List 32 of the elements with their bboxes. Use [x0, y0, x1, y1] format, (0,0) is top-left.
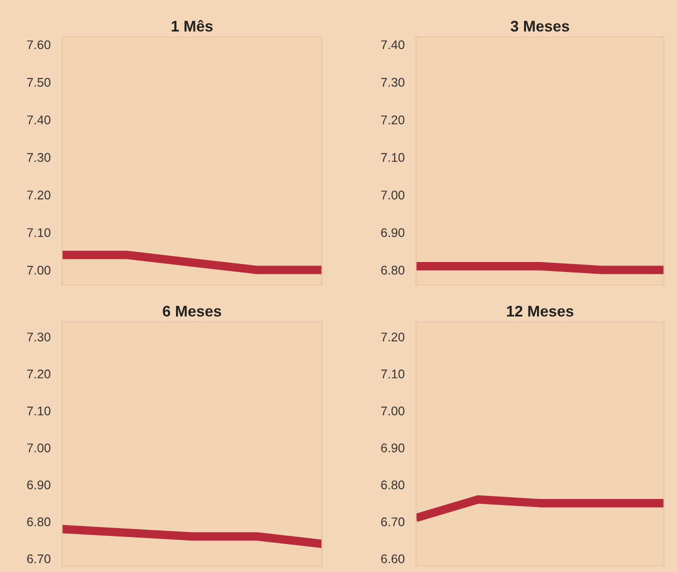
y-tick-label: 6.90	[381, 444, 404, 452]
y-tick-label: 7.10	[381, 370, 404, 378]
y-tick-label: 7.40	[27, 115, 50, 124]
y-tick-label: 6.80	[381, 266, 404, 275]
chart-title: 1 Mês	[172, 20, 213, 32]
y-tick-label: 7.40	[381, 40, 404, 50]
y-tick-label: 7.10	[381, 153, 404, 162]
y-tick-label: 7.00	[27, 266, 50, 275]
y-tick-label: 7.10	[27, 228, 50, 238]
y-tick-label: 7.10	[27, 406, 50, 416]
chart-title: 3 Meses	[510, 20, 570, 32]
y-tick-label: 6.70	[381, 517, 404, 526]
y-tick-label: 7.60	[27, 40, 50, 50]
chart-title: 6 Meses	[162, 306, 222, 317]
y-tick-label: 7.20	[27, 370, 50, 378]
y-tick-label: 7.30	[381, 78, 404, 87]
y-tick-label: 7.00	[27, 444, 50, 452]
chart-title: 12 Meses	[506, 306, 574, 317]
y-tick-label: 7.20	[381, 332, 404, 342]
y-tick-label: 7.20	[381, 115, 404, 124]
y-tick-label: 6.90	[27, 480, 50, 490]
y-tick-label: 6.80	[27, 517, 50, 526]
y-tick-label: 7.30	[27, 332, 50, 342]
y-tick-label: 6.80	[381, 480, 404, 490]
y-tick-label: 7.30	[27, 153, 50, 162]
y-tick-label: 6.90	[381, 228, 404, 238]
y-tick-label: 6.60	[381, 554, 404, 564]
y-tick-label: 7.00	[381, 190, 404, 200]
y-tick-label: 7.20	[27, 190, 50, 200]
y-tick-label: 6.70	[27, 554, 50, 564]
y-tick-label: 7.50	[27, 78, 50, 87]
y-tick-label: 7.00	[381, 406, 404, 416]
